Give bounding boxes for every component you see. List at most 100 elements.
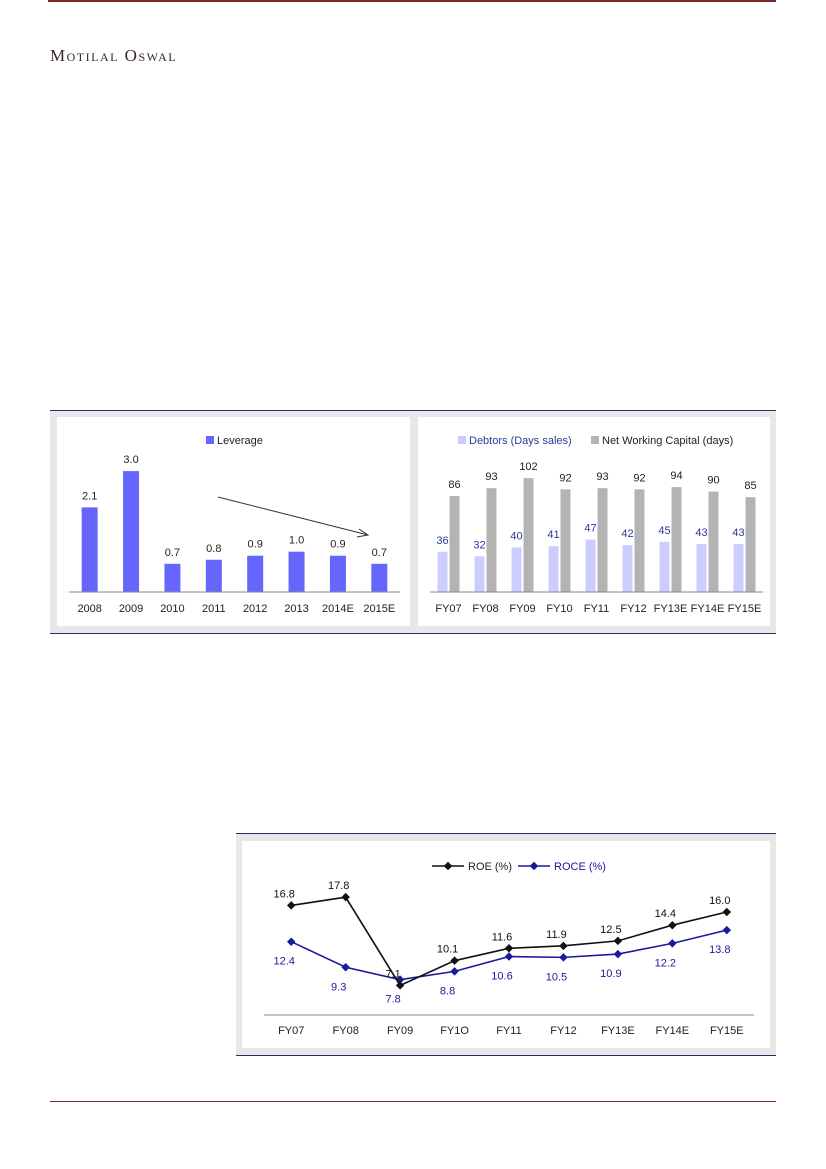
nwc-bar xyxy=(634,489,645,592)
roe-value-label: 11.9 xyxy=(546,929,567,941)
debtors-bar xyxy=(659,541,670,592)
roce-value-label: 13.8 xyxy=(709,944,730,956)
x-tick-label: 2015E xyxy=(363,603,395,615)
x-tick-label: 2012 xyxy=(243,603,267,615)
legend-label-debtors: Debtors (Days sales) xyxy=(469,435,572,447)
roce-point xyxy=(286,937,296,946)
roe-value-label: 17.8 xyxy=(328,880,349,892)
leverage-chart: Leverage 2.1 2008 3.0 2009 0.7 2010 0.8 2011 0.9 2… xyxy=(69,435,400,615)
roce-point xyxy=(450,967,459,976)
nwc-bar xyxy=(486,488,497,592)
debtors-value-label: 47 xyxy=(584,523,596,535)
x-tick-label: FY08 xyxy=(472,603,498,615)
x-tick-label: 2013 xyxy=(284,603,308,615)
roce-value-label: 10.6 xyxy=(491,971,512,983)
leverage-value-label: 0.9 xyxy=(248,539,263,551)
x-tick-label: FY09 xyxy=(509,603,535,615)
roe-value-label: 12.5 xyxy=(600,924,621,936)
roe-value-label: 7.1 xyxy=(385,968,400,980)
leverage-value-label: 3.0 xyxy=(123,454,138,466)
roe-point xyxy=(395,981,405,990)
debtors-value-label: 41 xyxy=(547,529,559,541)
roe-value-label: 16.0 xyxy=(709,895,730,907)
x-tick-label: FY15E xyxy=(728,603,762,615)
x-tick-label: FY10 xyxy=(546,603,572,615)
x-tick-label: 2009 xyxy=(119,603,143,615)
nwc-bar xyxy=(597,488,608,592)
debtors-value-label: 45 xyxy=(658,525,670,537)
x-tick-label: FY08 xyxy=(333,1025,359,1037)
roe-value-label: 16.8 xyxy=(274,888,295,900)
x-tick-label: FY11 xyxy=(584,603,609,615)
roce-value-label: 10.5 xyxy=(546,971,567,983)
debtors-bar xyxy=(622,545,633,592)
returns-chart-frame: ROE (%) ROCE (%) 12.4 9.3 7.8 8.8 10.6 10.5 10.9… xyxy=(236,833,776,1056)
x-tick-label: FY09 xyxy=(387,1025,413,1037)
returns-chart-panel: ROE (%) ROCE (%) 12.4 9.3 7.8 8.8 10.6 10.5 10.9… xyxy=(242,841,770,1048)
nwc-value-label: 90 xyxy=(707,475,719,487)
roe-point xyxy=(613,936,623,946)
roe-point xyxy=(286,901,296,910)
legend-swatch-nwc xyxy=(591,436,599,444)
x-tick-label: FY1O xyxy=(440,1025,469,1037)
roe-value-label: 10.1 xyxy=(437,944,458,956)
debtors-value-label: 32 xyxy=(473,539,485,551)
nwc-value-label: 85 xyxy=(744,480,756,492)
nwc-bar xyxy=(671,487,682,592)
roe-point xyxy=(722,907,732,917)
roce-value-label: 7.8 xyxy=(385,994,400,1006)
roce-value-label: 12.4 xyxy=(274,956,295,968)
bottom-rule xyxy=(50,1101,776,1102)
roe-point xyxy=(668,920,677,930)
leverage-bar xyxy=(371,563,388,592)
trend-arrow-head xyxy=(356,528,370,538)
nwc-value-label: 86 xyxy=(448,479,460,491)
debtors-bar xyxy=(437,551,448,592)
debtors-value-label: 40 xyxy=(510,530,522,542)
x-tick-label: FY07 xyxy=(435,603,461,615)
debtors-bar xyxy=(511,547,522,592)
leverage-bar xyxy=(288,551,305,592)
nwc-value-label: 92 xyxy=(559,472,571,484)
roe-point xyxy=(450,956,459,965)
roe-point xyxy=(504,944,514,953)
working-capital-chart: Debtors (Days sales) Net Working Capital … xyxy=(430,435,763,615)
legend-marker-roe xyxy=(443,861,453,871)
x-tick-label: 2014E xyxy=(322,603,354,615)
legend-swatch-debtors xyxy=(458,436,466,444)
legend-label-nwc: Net Working Capital (days) xyxy=(602,435,733,447)
roe-value-label: 14.4 xyxy=(655,908,676,920)
debtors-bar xyxy=(548,546,559,592)
roce-point xyxy=(668,939,677,948)
x-tick-label: 2011 xyxy=(202,603,226,615)
leverage-value-label: 0.8 xyxy=(206,543,221,555)
legend-label-roce: ROCE (%) xyxy=(554,861,606,873)
nwc-bar xyxy=(745,497,756,592)
debtors-bar xyxy=(696,544,707,592)
x-tick-label: 2008 xyxy=(77,603,101,615)
roce-point xyxy=(613,949,623,959)
legend-label-roe: ROE (%) xyxy=(468,861,512,873)
roe-value-label: 11.6 xyxy=(492,931,513,943)
x-tick-label: FY07 xyxy=(278,1025,304,1037)
top-rule xyxy=(48,0,776,2)
roce-point xyxy=(504,952,514,961)
nwc-value-label: 92 xyxy=(633,472,645,484)
roce-point xyxy=(341,963,350,972)
nwc-bar xyxy=(523,478,534,592)
debtors-bar xyxy=(474,556,485,592)
legend-swatch-leverage xyxy=(206,436,214,444)
roce-value-label: 8.8 xyxy=(440,985,455,997)
x-tick-label: FY14E xyxy=(656,1025,690,1037)
leverage-bar xyxy=(247,555,264,592)
leverage-bar xyxy=(123,471,140,592)
x-tick-label: FY13E xyxy=(654,603,688,615)
nwc-bar xyxy=(560,489,571,592)
x-tick-label: FY12 xyxy=(620,603,646,615)
charts-row-frame: Leverage 2.1 2008 3.0 2009 0.7 2010 0.8 2011 0.9 2… xyxy=(50,410,776,634)
roce-value-label: 9.3 xyxy=(331,981,346,993)
nwc-bar xyxy=(708,491,719,592)
nwc-value-label: 102 xyxy=(519,461,537,473)
roce-value-label: 10.9 xyxy=(600,968,621,980)
leverage-bar xyxy=(329,555,346,592)
